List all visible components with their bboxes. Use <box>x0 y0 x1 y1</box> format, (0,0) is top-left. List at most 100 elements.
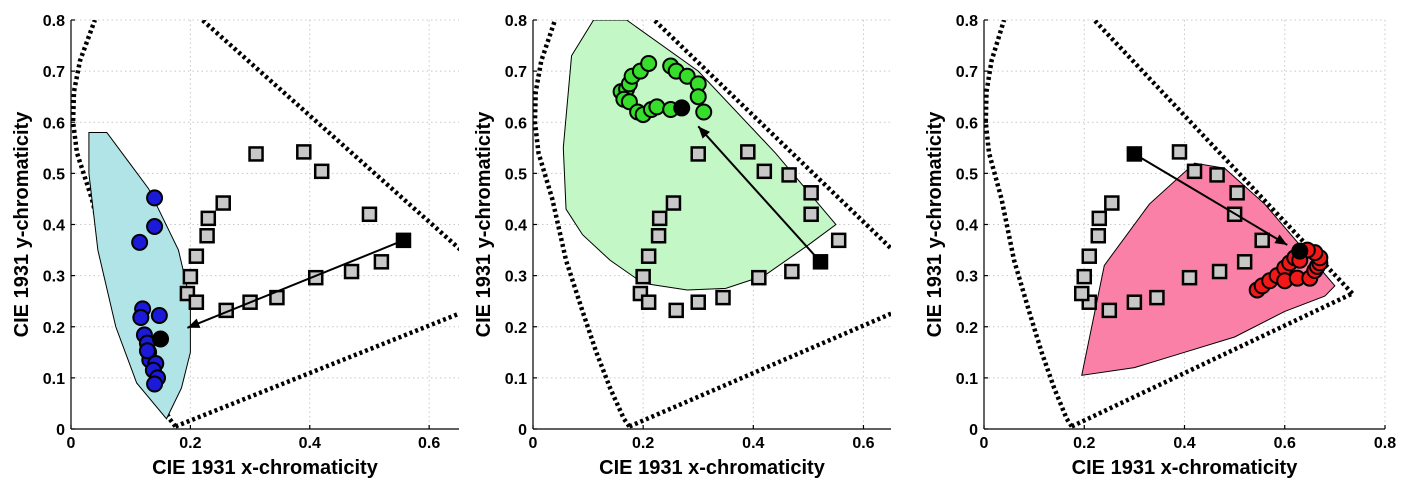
reference-square <box>803 206 819 223</box>
x-tick-label: 0.8 <box>1374 435 1396 452</box>
reference-square <box>343 263 360 280</box>
data-point <box>146 218 164 236</box>
start-square <box>1126 146 1143 162</box>
data-point <box>146 375 164 393</box>
y-tick-label: 0.5 <box>505 166 527 183</box>
x-tick-label: 0.2 <box>1073 435 1095 452</box>
y-tick-label: 0.3 <box>43 269 65 286</box>
y-tick-label: 0.6 <box>505 115 527 132</box>
reference-square <box>1091 210 1108 227</box>
reference-square <box>248 146 264 162</box>
y-tick-label: 0.7 <box>43 64 65 81</box>
x-axis-label: CIE 1931 x-chromaticity <box>599 457 826 479</box>
y-tick-label: 0.2 <box>505 320 527 337</box>
start-square <box>812 254 829 270</box>
y-tick-label: 0.8 <box>505 13 527 30</box>
reference-square <box>651 210 668 227</box>
reference-square <box>1186 163 1203 180</box>
data-point <box>131 233 149 251</box>
data-point <box>138 342 156 360</box>
y-axis-label: CIE 1931 y-chromaticity <box>473 111 495 338</box>
reference-square <box>665 195 682 211</box>
reference-square <box>1126 294 1143 310</box>
reference-square <box>1073 285 1090 302</box>
x-tick-label: 0.4 <box>299 435 321 452</box>
x-tick-label: 0.2 <box>179 435 201 452</box>
data-point <box>695 103 713 121</box>
data-point <box>146 189 164 207</box>
x-tick-label: 0.6 <box>852 435 874 452</box>
reference-square <box>1229 185 1245 201</box>
reference-square <box>200 210 217 227</box>
x-tick-label: 0 <box>67 435 76 452</box>
reference-square <box>803 185 819 201</box>
reference-square <box>361 206 378 223</box>
purple-line <box>628 311 891 429</box>
y-tick-label: 0.3 <box>505 269 527 286</box>
x-tick-label: 0.6 <box>418 435 440 452</box>
y-tick-label: 0.1 <box>505 371 527 388</box>
y-tick-label: 0 <box>969 422 978 439</box>
reference-square <box>313 163 330 180</box>
arrow-head <box>698 126 710 139</box>
arrow-line <box>1133 153 1288 246</box>
reference-square <box>1254 232 1270 249</box>
reference-square <box>650 227 667 244</box>
arrow-line <box>697 125 822 263</box>
reference-square <box>1076 268 1092 285</box>
y-tick-label: 0 <box>518 422 527 439</box>
arrow-line <box>187 239 404 329</box>
y-tick-label: 0.4 <box>43 218 65 235</box>
green-panel: 0 0.2 0.4 0.6 0 0.1 0.2 0.3 0.4 0.5 0.6 0.7 0.8 CIE 1… <box>473 13 891 479</box>
reference-square <box>830 232 847 249</box>
arrow-head <box>187 318 201 328</box>
y-tick-label: 0.1 <box>43 371 65 388</box>
reference-square <box>1090 227 1107 244</box>
reference-square <box>296 144 312 160</box>
plot-area <box>533 20 891 429</box>
y-axis-label: CIE 1931 y-chromaticity <box>924 111 946 338</box>
x-axis-label: CIE 1931 x-chromaticity <box>1072 457 1299 479</box>
y-tick-label: 0.7 <box>505 64 527 81</box>
y-tick-label: 0.1 <box>956 371 978 388</box>
reference-square <box>188 248 205 264</box>
end-point <box>673 99 691 117</box>
reference-square <box>640 294 657 310</box>
reference-square <box>215 195 231 211</box>
reference-square <box>715 289 731 306</box>
reference-square <box>1211 263 1228 280</box>
reference-square <box>1209 167 1225 183</box>
grid <box>71 19 459 429</box>
red-panel: 0 0.2 0.4 0.6 0.8 0 0.1 0.2 0.3 0.4 0.5 0.6 0.7 0.8 CI… <box>924 13 1396 479</box>
spectral-locus-upper <box>200 20 459 252</box>
y-tick-label: 0.8 <box>43 13 65 30</box>
reference-square <box>690 294 706 310</box>
reference-square <box>781 167 797 183</box>
reference-square <box>668 302 684 319</box>
arrow-head <box>1274 234 1288 245</box>
x-axis-label: CIE 1931 x-chromaticity <box>152 457 379 479</box>
end-point <box>152 330 170 348</box>
y-tick-label: 0.8 <box>956 13 978 30</box>
blue-panel: 0 0.2 0.4 0.6 0 0.1 0.2 0.3 0.4 0.5 0.6 0.7 0.8 CIE 1… <box>11 13 459 479</box>
spectral-locus <box>533 20 632 428</box>
reference-square <box>784 263 800 280</box>
spectral-locus <box>984 20 1074 428</box>
reference-square <box>1236 254 1253 270</box>
data-point <box>132 309 150 327</box>
start-square <box>395 232 412 249</box>
y-tick-label: 0.4 <box>505 218 527 235</box>
reference-square <box>756 163 773 180</box>
x-tick-label: 0 <box>529 435 538 452</box>
gamut-region <box>1081 162 1336 376</box>
plot-area <box>984 20 1355 429</box>
x-tick-label: 0 <box>980 435 989 452</box>
gamut-region <box>88 131 191 420</box>
data-point <box>640 54 658 72</box>
reference-square <box>635 268 651 285</box>
reference-square <box>690 146 706 162</box>
y-tick-label: 0.6 <box>956 115 978 132</box>
data-point <box>150 307 168 325</box>
x-tick-label: 0.4 <box>1173 435 1195 452</box>
